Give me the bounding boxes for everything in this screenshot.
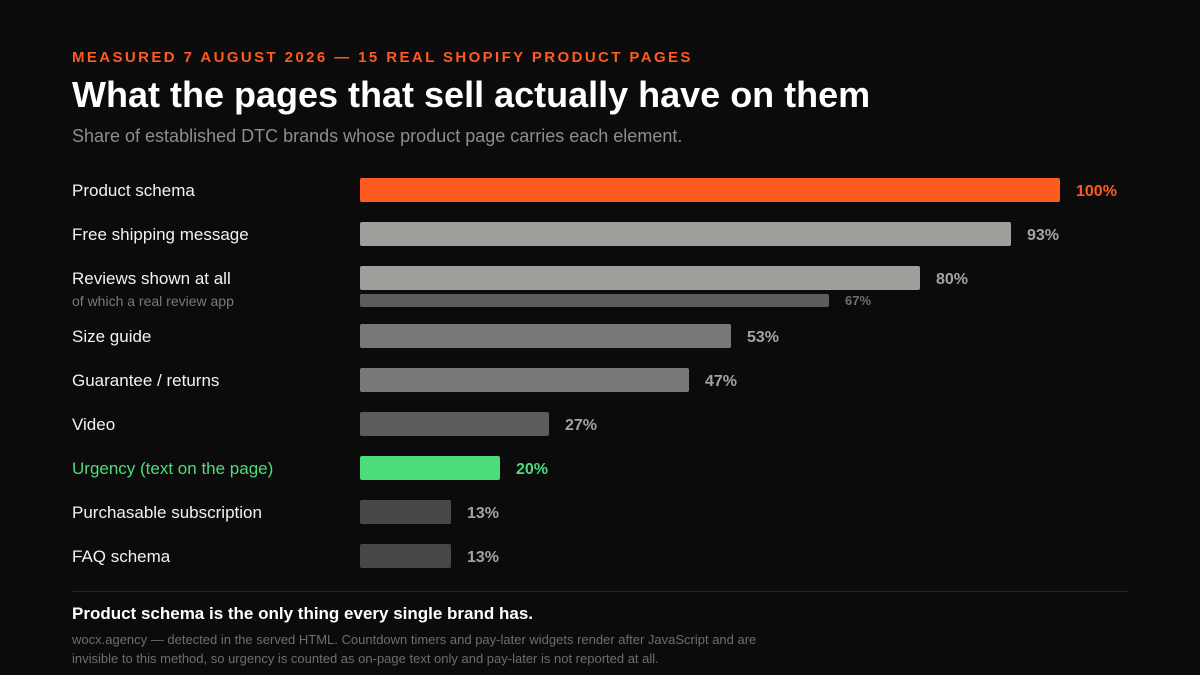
bar xyxy=(360,412,549,436)
sub-bar xyxy=(360,294,829,307)
sub-category-label: of which a real review app xyxy=(72,293,234,309)
sub-value-label: 67% xyxy=(845,293,871,308)
bar xyxy=(360,500,451,524)
value-label: 20% xyxy=(516,461,548,478)
chart-title: What the pages that sell actually have o… xyxy=(72,74,871,115)
footer-headline: Product schema is the only thing every s… xyxy=(72,604,534,623)
bar xyxy=(360,178,1060,202)
category-label: FAQ schema xyxy=(72,547,171,566)
category-label: Urgency (text on the page) xyxy=(72,459,273,478)
category-label: Video xyxy=(72,415,115,434)
chart-subtitle: Share of established DTC brands whose pr… xyxy=(72,126,683,146)
bar xyxy=(360,324,731,348)
bar xyxy=(360,456,500,480)
value-label: 27% xyxy=(565,417,597,434)
value-label: 47% xyxy=(705,373,737,390)
footer-divider xyxy=(72,591,1128,592)
bar xyxy=(360,544,451,568)
category-label: Guarantee / returns xyxy=(72,371,219,390)
value-label: 13% xyxy=(467,505,499,522)
value-label: 100% xyxy=(1076,183,1117,200)
bar-chart: Product schema 100% Free shipping message 9… xyxy=(72,178,1117,568)
value-label: 93% xyxy=(1027,227,1059,244)
value-label: 53% xyxy=(747,329,779,346)
category-label: Reviews shown at all xyxy=(72,269,231,288)
category-label: Product schema xyxy=(72,181,195,200)
value-label: 80% xyxy=(936,271,968,288)
bar xyxy=(360,222,1011,246)
category-label: Free shipping message xyxy=(72,225,249,244)
category-label: Purchasable subscription xyxy=(72,503,262,522)
bar xyxy=(360,368,689,392)
category-label: Size guide xyxy=(72,327,151,346)
value-label: 13% xyxy=(467,549,499,566)
bar xyxy=(360,266,920,290)
footer-note: wocx.agency — detected in the served HTM… xyxy=(72,632,757,666)
chart-kicker: MEASURED 7 AUGUST 2026 — 15 REAL SHOPIFY… xyxy=(72,49,693,66)
